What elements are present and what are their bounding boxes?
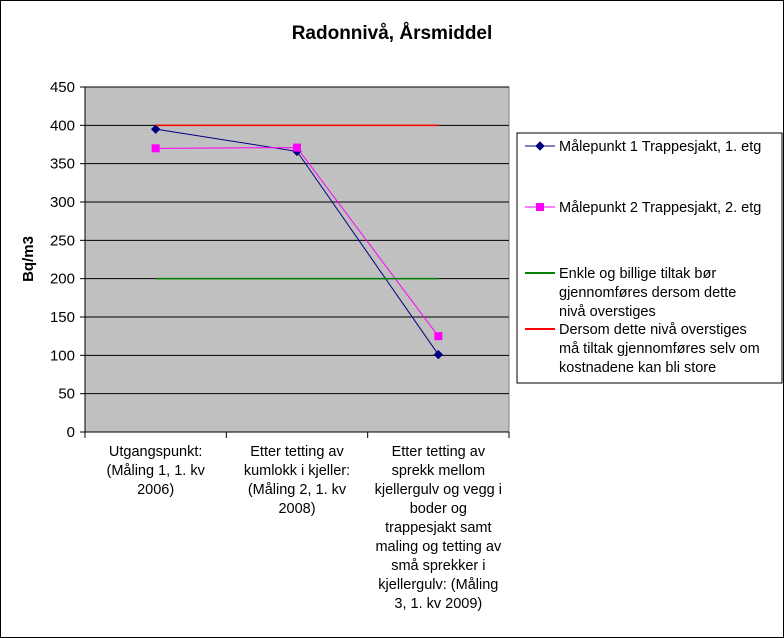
legend-label-3: gjennomføres dersom dette bbox=[559, 285, 736, 301]
series-1-point bbox=[150, 124, 161, 134]
x-category-label: maling og tetting av bbox=[375, 539, 501, 555]
legend-label-4: Dersom dette nivå overstiges bbox=[559, 322, 747, 338]
series-2-point bbox=[434, 332, 443, 341]
legend-marker-1 bbox=[535, 141, 545, 151]
legend: Målepunkt 1 Trappesjakt, 1. etg Målepunkt… bbox=[516, 132, 783, 384]
x-category-label: Utgangspunkt: bbox=[109, 444, 203, 460]
legend-label-2: Målepunkt 2 Trappesjakt, 2. etg bbox=[559, 200, 761, 216]
y-tick-label: 350 bbox=[50, 156, 75, 173]
x-category-label: kjellergulv og vegg i bbox=[375, 482, 502, 498]
plot-background bbox=[84, 86, 510, 433]
series-2-point bbox=[293, 143, 301, 152]
x-category-label: trappesjakt samt bbox=[385, 520, 491, 536]
y-tick-label: 450 bbox=[50, 79, 75, 96]
x-category-label: kjellergulv: (Måling bbox=[378, 577, 498, 593]
legend-label-3: Enkle og billige tiltak bør bbox=[559, 266, 716, 282]
y-tick-label: 250 bbox=[50, 232, 75, 249]
plot-area: 0 50 100 150 200 250 300 350 400 450 Utgangspunkt:… bbox=[50, 79, 510, 612]
legend-marker-2 bbox=[536, 203, 544, 211]
x-category-label: små sprekker i bbox=[391, 558, 485, 574]
x-category-label: (Måling 1, 1. kv bbox=[107, 463, 206, 479]
x-category-label: 2006) bbox=[137, 482, 174, 498]
y-tick-label: 300 bbox=[50, 194, 75, 211]
y-tick-label: 400 bbox=[50, 117, 75, 134]
legend-label-1: Målepunkt 1 Trappesjakt, 1. etg bbox=[559, 139, 761, 155]
x-category-label: (Måling 2, 1. kv bbox=[248, 482, 347, 498]
y-tick-label: 100 bbox=[50, 347, 75, 364]
legend-label-4: må tiltak gjennomføres selv om bbox=[559, 341, 760, 357]
x-category-label: 3, 1. kv 2009) bbox=[394, 596, 482, 612]
y-tick-label: 150 bbox=[50, 309, 75, 326]
x-category-label: 2008) bbox=[278, 501, 315, 517]
legend-label-4: kostnadene kan bli store bbox=[559, 360, 716, 376]
x-category-label: Etter tetting av bbox=[250, 444, 344, 460]
legend-label-3: nivå overstiges bbox=[559, 304, 656, 320]
x-category-label: Etter tetting av bbox=[392, 444, 486, 460]
series-2-point bbox=[151, 144, 160, 153]
y-axis-label: Bq/m3 bbox=[20, 236, 37, 282]
series-1-point bbox=[433, 349, 444, 360]
x-category-label: kumlokk i kjeller: bbox=[244, 463, 350, 479]
chart-title: Radonnivå, Årsmiddel bbox=[292, 23, 493, 44]
y-tick-label: 0 bbox=[67, 424, 75, 441]
y-tick-label: 50 bbox=[58, 386, 75, 403]
legend-box bbox=[516, 132, 783, 384]
x-category-label: sprekk mellom bbox=[392, 463, 485, 479]
x-category-label: boder og bbox=[410, 501, 467, 517]
y-tick-label: 200 bbox=[50, 271, 75, 288]
